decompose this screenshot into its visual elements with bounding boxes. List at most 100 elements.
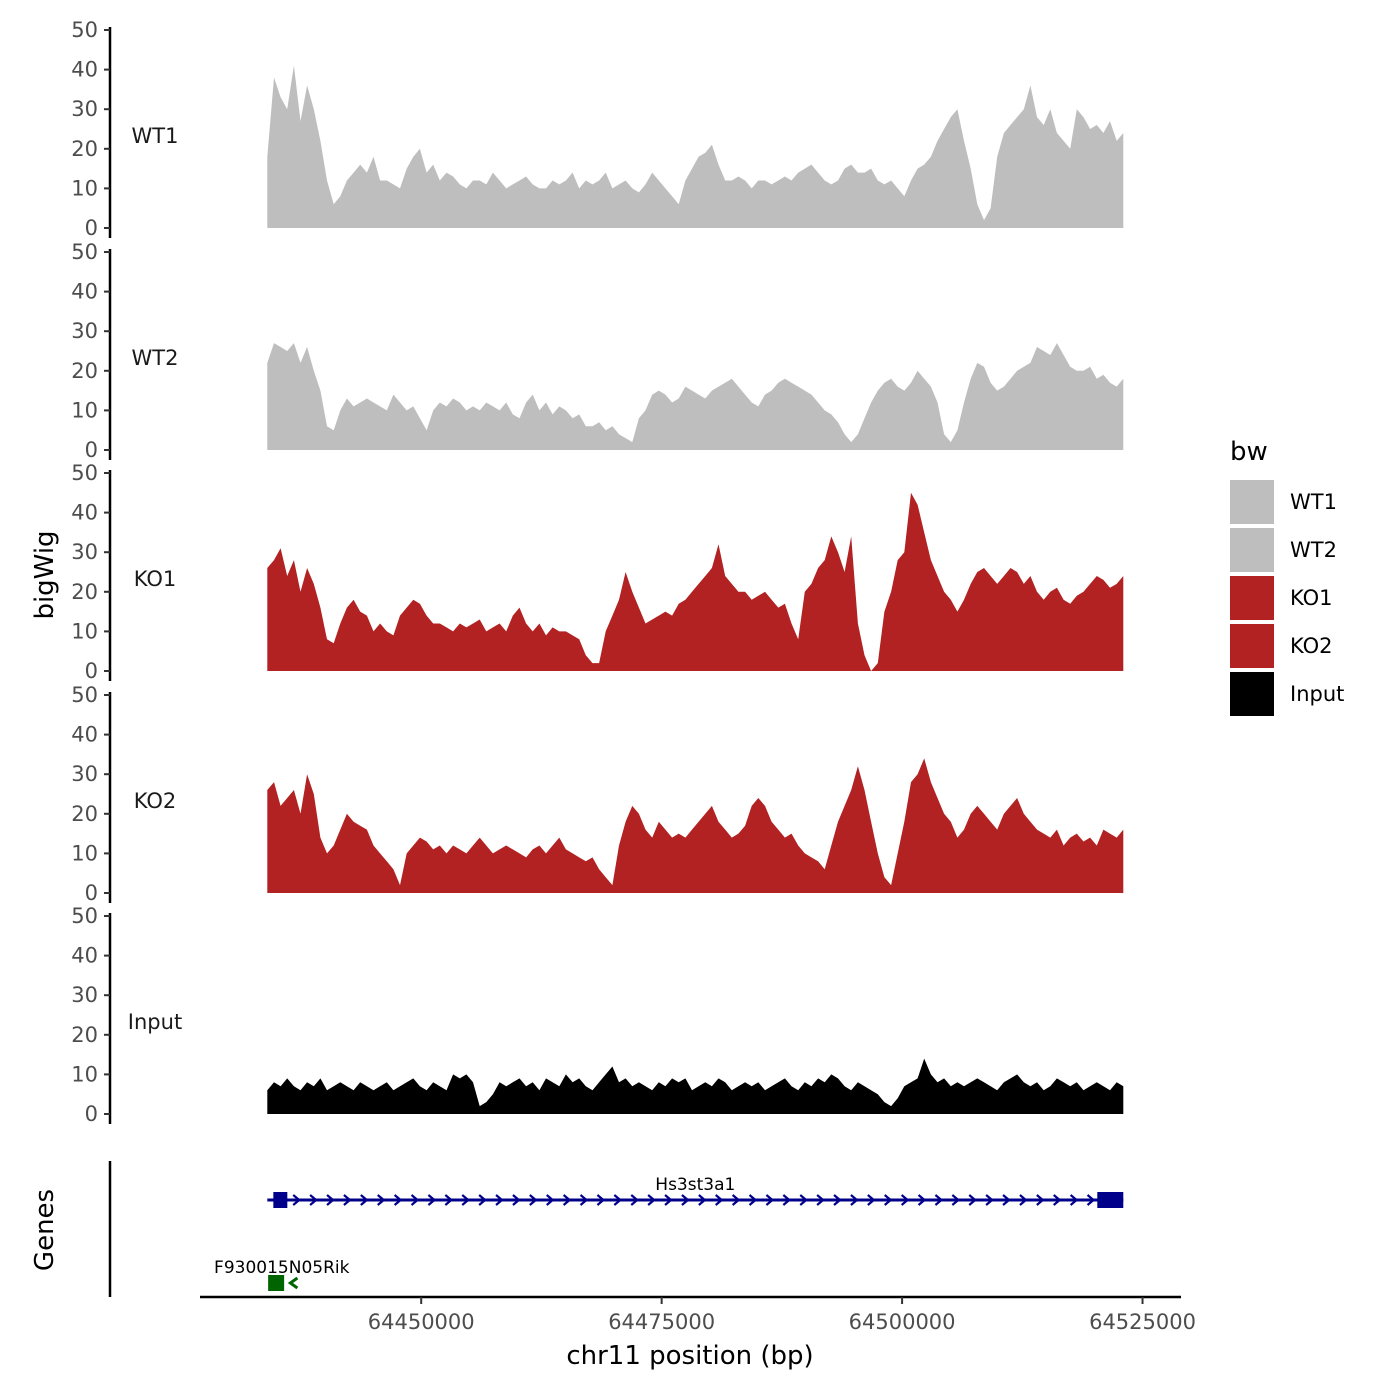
- exon: [1097, 1192, 1124, 1208]
- legend-swatch: [1230, 624, 1274, 668]
- strand-arrow: [681, 1194, 690, 1206]
- x-axis-title: chr11 position (bp): [566, 1341, 813, 1371]
- legend-item-wt2: WT2: [1230, 528, 1337, 572]
- y-tick-label: 10: [71, 1062, 98, 1086]
- y-tick-label: 10: [71, 619, 98, 643]
- strand-arrow: [292, 1194, 301, 1206]
- coverage-area-wt2: [267, 343, 1124, 450]
- legend-label: KO2: [1290, 634, 1333, 658]
- y-tick-label: 20: [71, 580, 98, 604]
- track-input: 0 10 20 30 40 50 Input: [71, 904, 1124, 1126]
- legend-title: bw: [1230, 437, 1268, 467]
- strand-arrow: [546, 1194, 555, 1206]
- strand-arrow: [968, 1194, 977, 1206]
- x-tick-label: 64450000: [368, 1310, 475, 1334]
- coverage-tracks: 0 10 20 30 40 50 WT1 0 10 20 30 40 50 WT2 0 10 20 30 40 50 K…: [71, 18, 1124, 1126]
- y-tick-label: 0: [85, 438, 98, 462]
- y-tick-label: 30: [71, 762, 98, 786]
- strand-arrow: [630, 1194, 639, 1206]
- strand-arrow: [596, 1194, 606, 1206]
- strand-arrow: [985, 1194, 994, 1206]
- track-ko2: 0 10 20 30 40 50 KO2: [71, 683, 1124, 905]
- exon: [268, 1275, 285, 1291]
- strand-arrow: [495, 1194, 504, 1206]
- track-ko1: 0 10 20 30 40 50 KO1: [71, 461, 1124, 683]
- track-label-ko1: KO1: [134, 567, 177, 591]
- track-wt2: 0 10 20 30 40 50 WT2: [71, 240, 1124, 462]
- strand-arrow: [748, 1194, 758, 1206]
- y-tick-label: 0: [85, 659, 98, 683]
- y-tick-label: 30: [71, 97, 98, 121]
- legend-item-ko2: KO2: [1230, 624, 1333, 668]
- strand-arrow: [410, 1194, 420, 1206]
- strand-arrow: [377, 1194, 386, 1206]
- strand-arrow: [579, 1194, 589, 1206]
- y-tick-label: 50: [71, 461, 98, 485]
- y-tick-label: 0: [85, 881, 98, 905]
- strand-arrow: [799, 1194, 808, 1206]
- legend-label: WT1: [1290, 490, 1337, 514]
- y-tick-label: 0: [85, 216, 98, 240]
- y-tick-label: 10: [71, 398, 98, 422]
- strand-arrow: [287, 1276, 299, 1290]
- y-tick-label: 20: [71, 1023, 98, 1047]
- strand-arrow: [731, 1194, 741, 1206]
- strand-arrow: [715, 1194, 724, 1206]
- y-tick-label: 10: [71, 841, 98, 865]
- strand-arrow: [1002, 1194, 1011, 1206]
- y-tick-label: 20: [71, 359, 98, 383]
- strand-arrow: [1053, 1194, 1062, 1206]
- strand-arrow: [461, 1194, 470, 1206]
- strand-arrow: [782, 1194, 792, 1206]
- strand-arrow: [309, 1194, 318, 1206]
- strand-arrow: [1069, 1194, 1079, 1206]
- y-tick-label: 20: [71, 137, 98, 161]
- y-tick-label: 50: [71, 240, 98, 264]
- strand-arrow: [360, 1194, 369, 1206]
- coverage-area-ko2: [267, 758, 1124, 893]
- track-label-input: Input: [128, 1010, 182, 1034]
- track-wt1: 0 10 20 30 40 50 WT1: [71, 18, 1124, 240]
- legend-swatch: [1230, 576, 1274, 620]
- x-tick-label: 64475000: [608, 1310, 715, 1334]
- strand-arrow: [529, 1194, 538, 1206]
- strand-arrow: [917, 1194, 927, 1206]
- gene-f930015n05rik: F930015N05Rik: [214, 1258, 350, 1291]
- gene-track: Hs3st3a1 F930015N05Rik: [108, 1161, 1124, 1297]
- y-tick-label: 40: [71, 944, 98, 968]
- legend-swatch: [1230, 528, 1274, 572]
- legend-label: Input: [1290, 682, 1344, 706]
- strand-arrow: [833, 1194, 842, 1206]
- strand-arrow: [512, 1194, 521, 1206]
- strand-arrow: [664, 1194, 673, 1206]
- legend-item-input: Input: [1230, 672, 1344, 716]
- legend-label: WT2: [1290, 538, 1337, 562]
- exon: [273, 1192, 288, 1208]
- track-label-ko2: KO2: [134, 789, 177, 813]
- y-tick-label: 10: [71, 176, 98, 200]
- y-tick-label: 20: [71, 802, 98, 826]
- genes-axis-title: Genes: [30, 1189, 60, 1271]
- coverage-area-ko1: [267, 492, 1124, 671]
- y-tick-label: 30: [71, 540, 98, 564]
- track-label-wt1: WT1: [132, 124, 179, 148]
- x-axis: 64450000 64475000 64500000 64525000: [200, 1295, 1196, 1334]
- coverage-area-wt1: [267, 65, 1124, 228]
- legend-item-ko1: KO1: [1230, 576, 1333, 620]
- strand-arrow: [393, 1194, 403, 1206]
- gene-label-f930015n05rik: F930015N05Rik: [214, 1258, 350, 1278]
- legend-swatch: [1230, 480, 1274, 524]
- strand-arrow: [698, 1194, 707, 1206]
- strand-arrow: [647, 1194, 656, 1206]
- gene-label-hs3st3a1: Hs3st3a1: [655, 1175, 735, 1195]
- strand-arrow: [343, 1194, 352, 1206]
- y-tick-label: 40: [71, 723, 98, 747]
- gene-hs3st3a1: Hs3st3a1: [267, 1175, 1124, 1208]
- strand-arrow: [478, 1194, 487, 1206]
- y-tick-label: 0: [85, 1102, 98, 1126]
- y-tick-label: 40: [71, 58, 98, 82]
- x-tick-label: 64525000: [1089, 1310, 1196, 1334]
- strand-arrow: [867, 1194, 876, 1206]
- strand-arrow: [884, 1194, 893, 1206]
